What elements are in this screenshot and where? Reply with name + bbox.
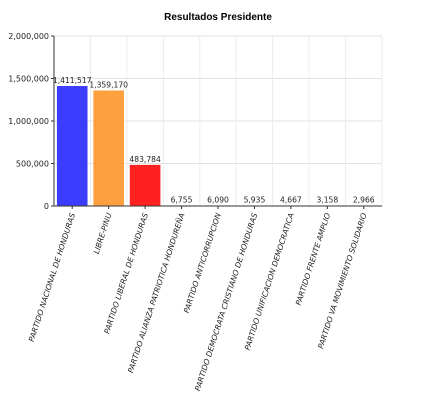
y-tick-label: 500,000 bbox=[16, 160, 49, 169]
data-label: 6,755 bbox=[171, 195, 193, 204]
x-tick-label: PARTIDO DEMOCRATA CRISTIANO DE HONDURAS bbox=[193, 212, 259, 392]
data-label: 3,158 bbox=[316, 196, 338, 205]
data-label: 1,411,517 bbox=[53, 76, 92, 85]
data-label: 4,667 bbox=[280, 196, 302, 205]
bar bbox=[93, 90, 124, 206]
bars bbox=[56, 86, 380, 207]
x-tick-label: LIBRE-PINU bbox=[92, 211, 114, 255]
x-tick-label: PARTIDO FRENTE AMPLIO bbox=[294, 212, 332, 307]
data-label: 2,966 bbox=[353, 196, 375, 205]
y-tick-label: 1,500,000 bbox=[8, 75, 49, 84]
chart-title: Resultados Presidente bbox=[164, 12, 272, 23]
y-tick-label: 1,000,000 bbox=[8, 117, 49, 126]
data-label: 6,090 bbox=[207, 195, 229, 204]
data-label: 1,359,170 bbox=[89, 80, 128, 89]
data-label: 483,784 bbox=[129, 155, 161, 164]
x-tick-label: PARTIDO ANTICORRUPCION bbox=[182, 212, 223, 315]
bar bbox=[56, 86, 88, 206]
x-axis-ticks: PARTIDO NACIONAL DE HONDURAS LIBRE-PINU PA… bbox=[27, 206, 369, 392]
y-axis-ticks: 0 500,000 1,000,000 1,500,000 2,000,000 bbox=[8, 32, 54, 211]
x-tick-label: PARTIDO NACIONAL DE HONDURAS bbox=[27, 212, 77, 343]
data-label: 5,935 bbox=[244, 195, 266, 204]
bar bbox=[129, 164, 161, 206]
y-tick-label: 2,000,000 bbox=[8, 32, 49, 41]
y-tick-label: 0 bbox=[44, 202, 49, 211]
